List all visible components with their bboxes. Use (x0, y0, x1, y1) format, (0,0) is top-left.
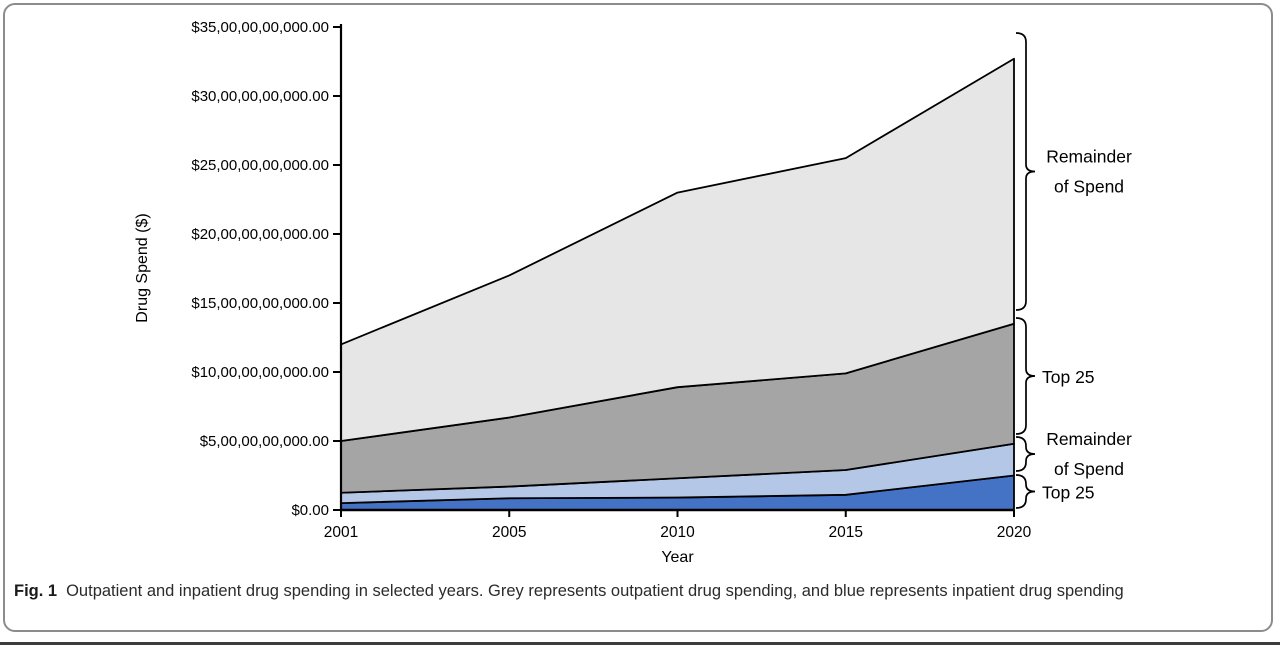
x-axis-title: Year (661, 549, 694, 566)
brace-inpatient-remainder-of-spend (1015, 436, 1036, 472)
x-tick-label: 2020 (997, 524, 1032, 541)
brace-outpatient-remainder-of-spend (1015, 32, 1036, 311)
annotation-label: Top 25 (1042, 483, 1095, 503)
area-outpatient-remainder-of-spend (340, 57, 1015, 442)
x-tick-label: 2015 (829, 524, 863, 541)
annotation-label-line1: Remainder (1046, 429, 1132, 449)
x-tick-label: 2010 (660, 524, 695, 541)
y-tick-label: $25,00,00,00,000.00 (191, 157, 329, 174)
bottom-divider (0, 642, 1280, 645)
y-tick-label: $15,00,00,00,000.00 (191, 295, 329, 312)
brace-inpatient-top-25 (1015, 474, 1036, 509)
y-tick-label: $5,00,00,00,000.00 (200, 433, 329, 450)
y-tick-label: $35,00,00,00,000.00 (191, 19, 329, 36)
x-tick-label: 2001 (324, 524, 358, 541)
figure-caption-label: Fig. 1 (14, 582, 58, 600)
y-tick-label: $0.00 (291, 502, 329, 519)
figure-caption: Fig. 1 Outpatient and inpatient drug spen… (14, 581, 1264, 603)
y-tick-label: $20,00,00,00,000.00 (191, 226, 329, 243)
y-tick-label: $30,00,00,00,000.00 (191, 88, 329, 105)
stacked-area-chart: $0.00 $5,00,00,00,000.00 $10,00,00,00,000.… (134, 19, 1132, 566)
figure-caption-text: Outpatient and inpatient drug spending i… (66, 582, 1124, 600)
annotation-label-line2: of Spend (1054, 459, 1124, 479)
annotation-label: Top 25 (1042, 367, 1095, 387)
y-tick-label: $10,00,00,00,000.00 (191, 364, 329, 381)
annotation-label-line2: of Spend (1054, 177, 1124, 197)
x-tick-label: 2005 (492, 524, 526, 541)
y-axis-title: Drug Spend ($) (134, 213, 151, 322)
brace-outpatient-top-25 (1015, 317, 1036, 435)
annotation-label-line1: Remainder (1046, 147, 1132, 167)
